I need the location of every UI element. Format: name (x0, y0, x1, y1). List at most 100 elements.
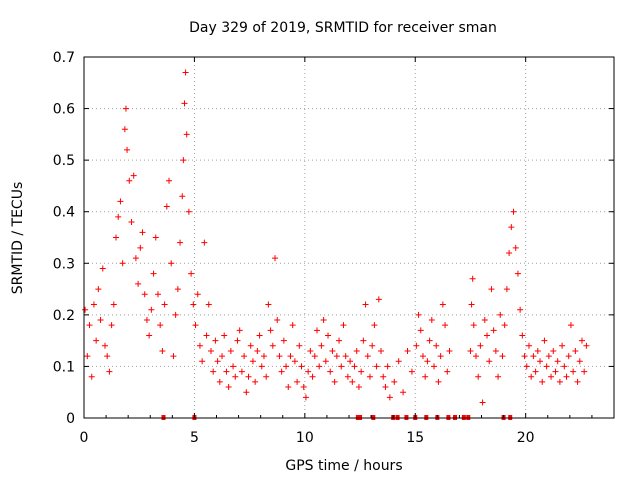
data-point (554, 358, 561, 365)
data-point (305, 368, 312, 375)
data-point (479, 399, 486, 406)
x-axis-label: GPS time / hours (285, 458, 402, 474)
data-point (300, 384, 307, 391)
data-point (435, 378, 442, 385)
data-point (289, 322, 296, 329)
data-point (428, 317, 435, 324)
y-tick-label: 0.5 (53, 153, 75, 169)
axis-ticks: 0 0.1 0.2 0.3 0.4 0.5 0.6 0.7 0 5 10 15 20 (53, 50, 614, 446)
data-point (572, 347, 579, 354)
data-point (583, 342, 590, 349)
data-point (347, 358, 354, 365)
data-point (371, 322, 378, 329)
data-point (508, 224, 515, 231)
data-point (214, 358, 221, 365)
data-point (188, 270, 195, 277)
data-point (413, 342, 420, 349)
data-point (258, 363, 265, 370)
data-point (570, 368, 577, 375)
data-point (278, 368, 285, 375)
data-point (238, 368, 245, 375)
data-point (166, 177, 173, 184)
data-point (543, 363, 550, 370)
data-point (99, 265, 106, 272)
data-point (141, 291, 148, 298)
data-point (263, 373, 270, 380)
data-point (221, 332, 228, 339)
data-point (477, 342, 484, 349)
data-point (180, 157, 187, 164)
data-point (351, 363, 358, 370)
data-points (82, 69, 590, 406)
data-point (470, 322, 477, 329)
data-point (232, 373, 239, 380)
y-tick-label: 0.7 (53, 50, 75, 66)
data-point (439, 301, 446, 308)
x-tick-label: 0 (80, 430, 89, 446)
data-point (201, 239, 208, 246)
data-point (469, 275, 476, 282)
data-point (143, 317, 150, 324)
data-point (437, 353, 444, 360)
data-point (139, 229, 146, 236)
data-point (537, 358, 544, 365)
data-point (563, 373, 570, 380)
data-point (260, 353, 267, 360)
x-tick-label: 15 (406, 430, 424, 446)
y-tick-label: 0 (66, 411, 75, 427)
data-point (313, 327, 320, 334)
data-point (170, 353, 177, 360)
data-point (216, 378, 223, 385)
data-point (550, 347, 557, 354)
x-tick-label: 20 (517, 430, 535, 446)
data-point (309, 373, 316, 380)
data-point (565, 353, 572, 360)
data-point (475, 373, 482, 380)
data-point (501, 322, 508, 329)
data-point (265, 301, 272, 308)
data-point (283, 363, 290, 370)
data-point (519, 332, 526, 339)
data-point (336, 337, 343, 344)
data-point (135, 280, 142, 287)
data-point (104, 353, 111, 360)
data-point (272, 255, 279, 262)
data-point (541, 337, 548, 344)
data-point (391, 378, 398, 385)
data-point (552, 368, 559, 375)
data-point (488, 286, 495, 293)
data-point (495, 373, 502, 380)
data-point (468, 301, 475, 308)
data-point (163, 203, 170, 210)
data-point (90, 301, 97, 308)
data-point (210, 368, 217, 375)
data-point (355, 384, 362, 391)
data-point (338, 363, 345, 370)
data-point (177, 239, 184, 246)
data-point (95, 286, 102, 293)
data-point (254, 347, 261, 354)
data-point (333, 353, 340, 360)
data-point (327, 368, 334, 375)
y-tick-label: 0.6 (53, 102, 75, 118)
data-point (93, 337, 100, 344)
data-point (82, 306, 89, 313)
data-point (426, 337, 433, 344)
data-point (291, 358, 298, 365)
data-point (539, 378, 546, 385)
data-point (512, 244, 519, 251)
data-point (121, 126, 128, 133)
data-point (196, 342, 203, 349)
data-point (97, 317, 104, 324)
data-point (307, 347, 314, 354)
data-point (84, 353, 91, 360)
data-point (490, 327, 497, 334)
data-point (492, 347, 499, 354)
y-tick-label: 0.3 (53, 256, 75, 272)
data-point (302, 394, 309, 401)
data-point (185, 208, 192, 215)
data-point (384, 363, 391, 370)
data-point (331, 378, 338, 385)
x-tick-label: 5 (190, 430, 199, 446)
